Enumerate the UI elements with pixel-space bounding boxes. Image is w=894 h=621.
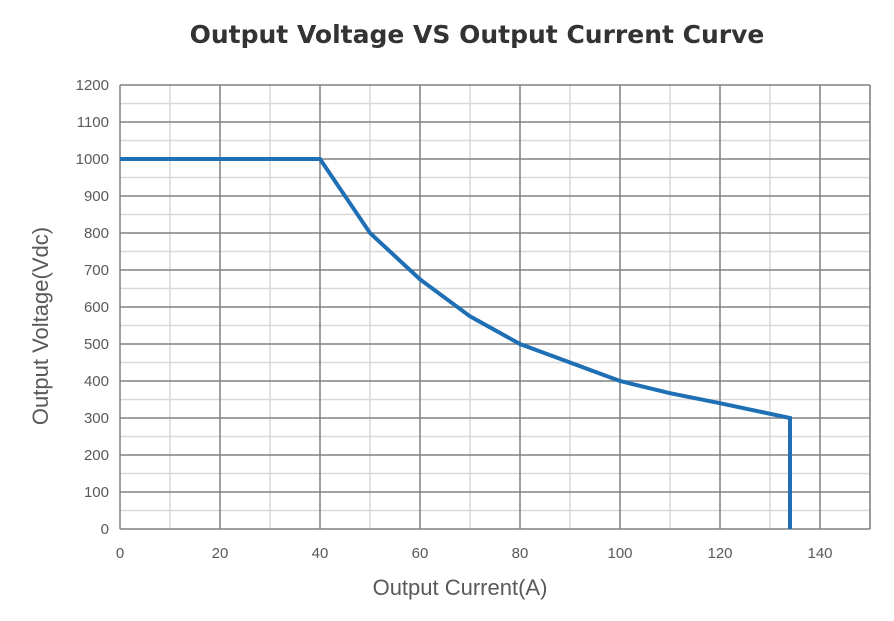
x-tick-label: 140	[807, 545, 832, 562]
y-axis-label: Output Voltage(Vdc)	[28, 227, 53, 425]
y-tick-label: 0	[101, 521, 109, 538]
x-tick-label: 0	[116, 545, 124, 562]
x-axis-label: Output Current(A)	[373, 575, 548, 600]
y-tick-label: 800	[84, 225, 109, 242]
x-tick-label: 20	[212, 545, 229, 562]
x-tick-label: 80	[512, 545, 529, 562]
y-tick-label: 900	[84, 188, 109, 205]
series-line	[120, 157, 792, 529]
y-tick-label: 600	[84, 299, 109, 316]
y-tick-label: 400	[84, 373, 109, 390]
x-tick-label: 120	[707, 545, 732, 562]
series-group	[120, 157, 792, 529]
x-tick-label: 60	[412, 545, 429, 562]
y-tick-label: 300	[84, 410, 109, 427]
y-tick-label: 200	[84, 447, 109, 464]
y-tick-label: 700	[84, 262, 109, 279]
y-tick-label: 1200	[76, 77, 109, 94]
x-axis-ticks: 0 20 40 60 80 100 120 140	[116, 545, 833, 562]
y-tick-label: 1100	[77, 114, 109, 131]
y-axis-ticks: 0 100 200 300 400 500 600 700 800 900 1000 1100 1200	[76, 77, 109, 538]
x-tick-label: 40	[312, 545, 329, 562]
y-tick-label: 1000	[76, 151, 109, 168]
chart-title: Output Voltage VS Output Current Curve	[189, 20, 765, 49]
y-tick-label: 100	[84, 484, 109, 501]
major-gridlines	[119, 84, 871, 530]
x-tick-label: 100	[607, 545, 632, 562]
y-tick-label: 500	[84, 336, 109, 353]
